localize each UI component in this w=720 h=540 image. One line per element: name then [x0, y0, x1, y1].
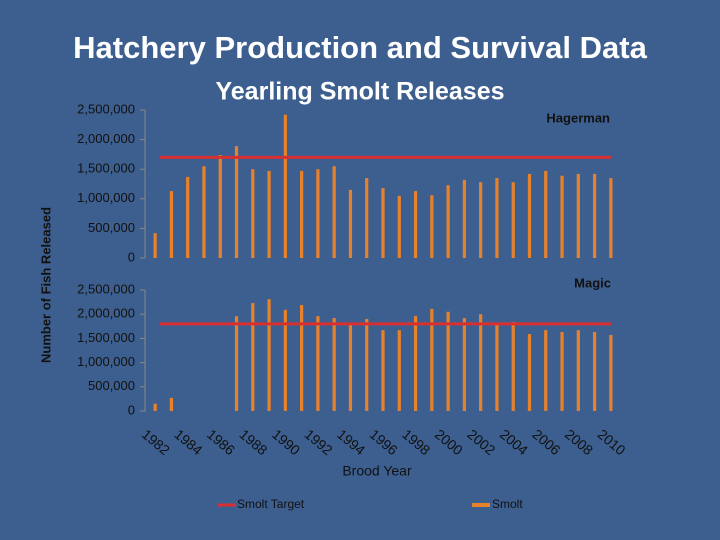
x-axis-title: Brood Year [342, 463, 412, 479]
bar [560, 175, 564, 258]
x-tick-label: 1982 [139, 426, 173, 458]
bar [609, 335, 613, 411]
x-tick-label: 1998 [399, 426, 433, 458]
x-tick-label: 1984 [171, 426, 205, 458]
bar [479, 314, 483, 411]
y-tick-label: 1,000,000 [77, 354, 135, 369]
x-tick-label: 2000 [432, 426, 466, 458]
bar [397, 330, 401, 411]
bar [592, 173, 597, 258]
bar [381, 188, 385, 258]
bar [234, 316, 239, 411]
bar [169, 397, 174, 411]
y-tick-label: 0 [128, 402, 135, 417]
bar [576, 330, 580, 411]
bar [560, 332, 564, 411]
bar [511, 182, 515, 258]
y-tick-label: 2,000,000 [77, 306, 135, 321]
bar [365, 319, 369, 411]
x-tick-label: 2010 [595, 426, 629, 458]
bar [462, 179, 466, 258]
x-tick-label: 1988 [236, 426, 270, 458]
slide-title: Hatchery Production and Survival Data [73, 30, 647, 65]
bar [267, 299, 271, 411]
y-tick-label: 1,500,000 [77, 161, 135, 176]
y-tick-label: 1,500,000 [77, 330, 135, 345]
bar [332, 166, 336, 258]
bar [300, 305, 304, 411]
bar [348, 189, 353, 258]
bar [430, 195, 434, 258]
legend-label: Smolt Target [237, 497, 305, 511]
x-tick-label: 2008 [562, 426, 596, 458]
x-tick-label: 2006 [529, 426, 563, 458]
y-tick-label: 1,000,000 [77, 190, 135, 205]
bar [169, 191, 174, 258]
bar [495, 324, 499, 411]
y-tick-label: 2,500,000 [77, 101, 135, 116]
bar [511, 321, 515, 411]
y-axis-title: Number of Fish Released [38, 207, 53, 363]
bar [446, 311, 450, 411]
legend-swatch [472, 503, 490, 507]
x-tick-label: 1992 [302, 426, 336, 458]
y-tick-label: 500,000 [88, 220, 135, 235]
chart-title: Yearling Smolt Releases [215, 78, 504, 106]
bar [267, 170, 271, 258]
bar [527, 334, 532, 411]
panel-label: Magic [574, 275, 611, 290]
x-tick-label: 2002 [464, 426, 498, 458]
y-tick-label: 2,500,000 [77, 281, 135, 296]
bar [202, 166, 206, 258]
x-tick-label: 2004 [497, 426, 531, 458]
bar [283, 309, 287, 411]
bar [527, 173, 532, 258]
bar [218, 154, 222, 258]
bar [316, 316, 320, 411]
bar [153, 233, 157, 258]
y-tick-label: 2,000,000 [77, 131, 135, 146]
legend-label: Smolt [492, 497, 523, 511]
bar [462, 318, 466, 411]
x-tick-label: 1986 [204, 426, 238, 458]
bar [348, 324, 353, 411]
bar [430, 308, 434, 411]
bar [186, 176, 190, 258]
bar [365, 178, 369, 258]
bar [592, 332, 597, 411]
x-tick-label: 1994 [334, 426, 368, 458]
bar [381, 330, 385, 411]
bar [413, 191, 418, 258]
bar [576, 173, 580, 258]
bar [251, 169, 255, 258]
panel-label: Hagerman [546, 110, 610, 125]
bar [397, 195, 401, 258]
bar [300, 170, 304, 258]
bar [153, 403, 157, 411]
bar [283, 114, 287, 259]
bar [234, 146, 239, 258]
y-tick-label: 500,000 [88, 378, 135, 393]
y-tick-label: 0 [128, 249, 135, 264]
bar [495, 178, 499, 258]
bar [446, 185, 450, 258]
x-tick-label: 1990 [269, 426, 303, 458]
x-tick-label: 1996 [367, 426, 401, 458]
bar [544, 330, 548, 411]
bar [609, 178, 613, 258]
bar [544, 170, 548, 258]
bar [479, 182, 483, 258]
bar [251, 303, 255, 411]
bar [316, 169, 320, 258]
bar [332, 318, 336, 411]
bar [413, 316, 418, 411]
